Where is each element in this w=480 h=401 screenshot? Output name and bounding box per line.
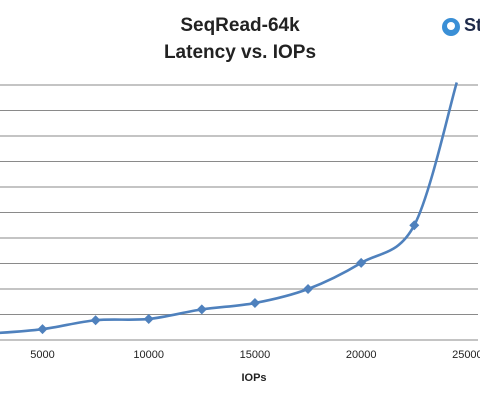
data-point-marker <box>356 257 367 268</box>
logo-icon <box>442 18 460 36</box>
x-tick-label: 25000 <box>452 349 480 361</box>
x-tick-label: 5000 <box>30 349 54 361</box>
series-group <box>0 82 459 335</box>
x-tick-label: 10000 <box>133 349 164 361</box>
data-point-marker <box>409 220 420 231</box>
x-tick-label: 15000 <box>240 349 271 361</box>
storagereview-logo: St <box>440 15 480 39</box>
data-point-marker <box>143 313 154 324</box>
chart-subtitle: Latency vs. IOPs <box>163 42 317 63</box>
x-tick-label: 20000 <box>346 349 377 361</box>
data-point-marker <box>90 315 101 326</box>
data-point-marker <box>37 324 48 335</box>
x-axis-ticks: 5000 10000 15000 20000 25000 <box>30 349 480 361</box>
data-point-marker <box>249 298 260 309</box>
data-point-marker <box>196 304 207 315</box>
logo-text: St <box>464 15 480 35</box>
x-axis-title: IOPs <box>241 372 266 384</box>
gridlines <box>0 84 478 341</box>
series-line <box>0 82 459 335</box>
data-point-marker <box>303 284 314 294</box>
chart-title: SeqRead-64k <box>180 15 300 36</box>
